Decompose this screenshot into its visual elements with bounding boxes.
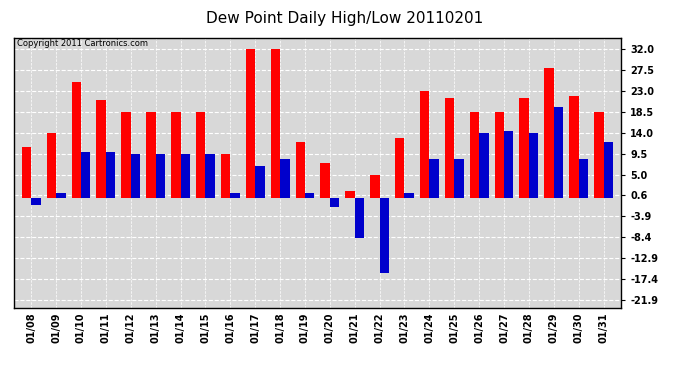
Text: Copyright 2011 Cartronics.com: Copyright 2011 Cartronics.com [17, 39, 148, 48]
Bar [594, 112, 604, 198]
Bar [146, 112, 156, 198]
Bar [445, 98, 454, 198]
Bar [395, 138, 404, 198]
Bar [56, 194, 66, 198]
Bar [280, 159, 290, 198]
Bar [305, 194, 315, 198]
Bar [495, 112, 504, 198]
Bar [206, 154, 215, 198]
Bar [22, 147, 31, 198]
Bar [504, 130, 513, 198]
Bar [181, 154, 190, 198]
Bar [131, 154, 140, 198]
Bar [529, 133, 538, 198]
Bar [97, 100, 106, 198]
Text: Dew Point Daily High/Low 20110201: Dew Point Daily High/Low 20110201 [206, 11, 484, 26]
Bar [544, 68, 554, 198]
Bar [554, 107, 563, 198]
Bar [454, 159, 464, 198]
Bar [579, 159, 588, 198]
Bar [470, 112, 479, 198]
Bar [47, 133, 56, 198]
Bar [330, 198, 339, 207]
Bar [569, 96, 579, 198]
Bar [404, 194, 414, 198]
Bar [246, 49, 255, 198]
Bar [230, 194, 239, 198]
Bar [370, 175, 380, 198]
Bar [106, 152, 115, 198]
Bar [255, 165, 265, 198]
Bar [604, 142, 613, 198]
Bar [420, 91, 429, 198]
Bar [171, 112, 181, 198]
Bar [295, 142, 305, 198]
Bar [479, 133, 489, 198]
Bar [196, 112, 206, 198]
Bar [520, 98, 529, 198]
Bar [429, 159, 439, 198]
Bar [345, 191, 355, 198]
Bar [320, 163, 330, 198]
Bar [72, 82, 81, 198]
Bar [81, 152, 90, 198]
Bar [270, 49, 280, 198]
Bar [380, 198, 389, 273]
Bar [121, 112, 131, 198]
Bar [156, 154, 165, 198]
Bar [221, 154, 230, 198]
Bar [355, 198, 364, 238]
Bar [31, 198, 41, 205]
